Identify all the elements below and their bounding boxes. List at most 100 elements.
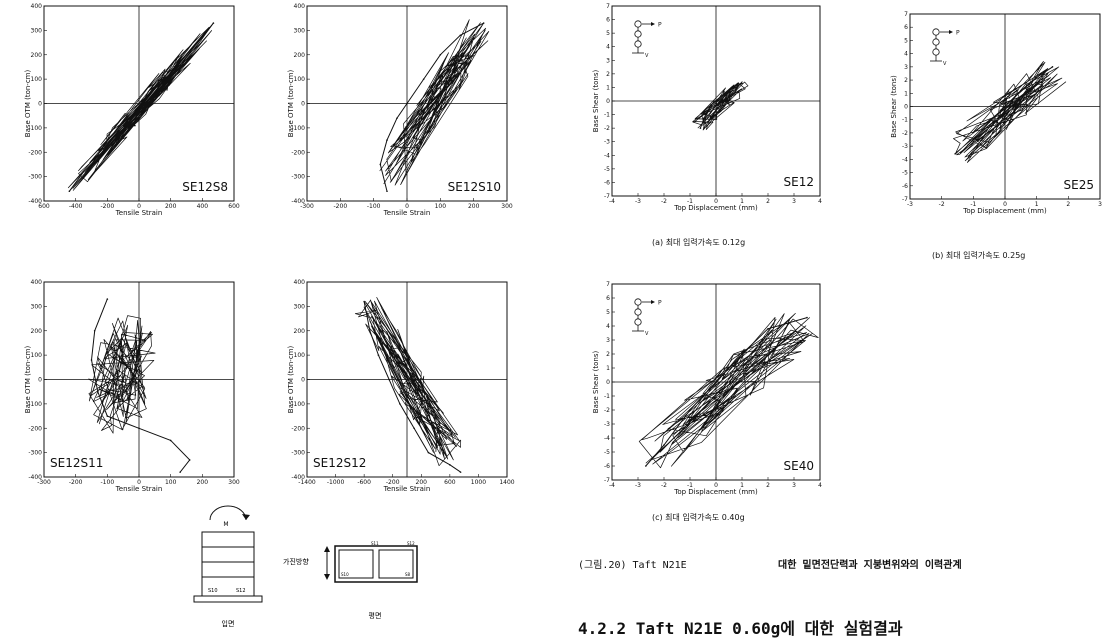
svg-text:S12: S12 [236, 588, 246, 594]
y-tick-label: 5 [904, 37, 908, 44]
x-tick-label: 300 [501, 203, 513, 210]
data-point [1020, 89, 1022, 92]
x-tick-label: -600 [357, 479, 371, 486]
y-tick-label: 6 [606, 17, 610, 24]
chart-se12s8: 600 -400 -200 0 200 400 6004003002001000-100-2… [24, 3, 240, 217]
y-tick-label: -200 [28, 149, 42, 156]
data-point [90, 163, 93, 166]
y-tick-label: -6 [604, 179, 610, 186]
direction-label: 가진방향 [283, 557, 309, 566]
y-tick-label: 1 [904, 90, 908, 97]
data-point [154, 88, 156, 90]
x-tick-label: -3 [635, 198, 641, 205]
x-tick-label: -2 [939, 201, 945, 208]
y-tick-label: 300 [294, 27, 306, 34]
x-tick-label: -300 [37, 479, 51, 486]
x-tick-label: 1 [740, 198, 744, 205]
data-point [715, 381, 717, 383]
x-axis-label: Tensile Strain [115, 209, 163, 217]
svg-text:S11: S11 [371, 541, 379, 546]
chart-se12: -4 -3 -2 -1 0 1 2 3 4 7 6 5 4 3 2 1 0 -1 -2 -3 -4 -5 -6 -7 Top D… [592, 3, 822, 212]
x-tick-label: 1000 [471, 479, 486, 486]
x-tick-label: 200 [197, 479, 209, 486]
x-tick-label: 600 [444, 479, 456, 486]
x-tick-label: -200 [101, 203, 115, 210]
y-tick-label: -300 [28, 174, 42, 181]
data-point [1051, 66, 1054, 68]
data-point [1004, 105, 1006, 108]
hysteresis-loops [638, 313, 819, 469]
y-axis-label: Base Shear (tons) [592, 70, 600, 133]
y-tick-label: 300 [294, 303, 306, 310]
x-tick-label: -1 [970, 201, 976, 208]
data-point [386, 139, 388, 141]
plan-drawing: 가진방향 S11 S12 S10 S8 평면 [283, 541, 418, 620]
y-tick-label: -300 [291, 174, 305, 181]
y-tick-label: 2 [606, 351, 610, 358]
x-tick-label: 0 [714, 482, 718, 489]
data-point [386, 190, 388, 193]
plan-label: 평면 [369, 611, 382, 620]
data-point [806, 316, 808, 319]
y-tick-label: -3 [604, 421, 610, 428]
chart-se25: -3 -2 -1 0 1 2 3 7 6 5 4 3 2 1 0 -1 -2 -3 -4 -5 -6 -7 Top Disp… [890, 11, 1102, 215]
y-tick-label: 2 [606, 71, 610, 78]
chart-se12s10: -300 -200 -100 0 100 200 300 400 300 200 100 0 -100 -… [287, 3, 513, 217]
panel-label: SE12S10 [448, 180, 501, 194]
x-tick-label: -1 [687, 482, 693, 489]
x-tick-label: -3 [907, 201, 913, 208]
x-tick-label: 2 [1066, 201, 1070, 208]
data-point [68, 190, 71, 193]
panel-label: SE40 [784, 459, 814, 473]
y-tick-label: -5 [902, 170, 908, 177]
section-heading: 4.2.2 Taft N21E 0.60g에 대한 실험결과 [578, 619, 903, 638]
x-tick-label: -4 [609, 198, 615, 205]
y-tick-label: 100 [294, 352, 306, 359]
y-tick-label: -300 [291, 450, 305, 457]
data-point [212, 22, 215, 24]
panel-label: SE12S8 [182, 180, 228, 194]
x-tick-label: -200 [69, 479, 83, 486]
y-tick-label: -6 [604, 463, 610, 470]
chart-se12s12: -1400 -1000 -600 -200 200 600 1000 140040030020… [287, 279, 515, 493]
y-tick-label: -200 [291, 149, 305, 156]
svg-text:S8: S8 [405, 572, 411, 577]
x-tick-label: 600 [228, 203, 240, 210]
data-point [439, 53, 442, 56]
y-axis-label: Base OTM (ton-cm) [24, 346, 32, 414]
x-tick-label: 2 [766, 482, 770, 489]
y-tick-label: -6 [902, 183, 908, 190]
y-tick-label: 6 [904, 24, 908, 31]
data-point [1035, 76, 1038, 79]
y-tick-label: -100 [28, 401, 42, 408]
data-point [715, 100, 717, 102]
y-tick-label: -1 [604, 393, 610, 400]
y-tick-label: -3 [604, 139, 610, 146]
y-tick-label: 4 [606, 323, 610, 330]
hysteresis-loops [692, 81, 749, 131]
y-tick-label: -3 [902, 143, 908, 150]
y-tick-label: 300 [31, 27, 43, 34]
x-tick-label: 1400 [499, 479, 514, 486]
panel-label: SE12 [784, 175, 814, 189]
x-tick-label: 400 [197, 203, 209, 210]
y-axis-label: Base Shear (tons) [890, 75, 898, 138]
data-point [406, 102, 408, 105]
x-tick-label: 100 [165, 479, 177, 486]
data-point [82, 170, 85, 173]
x-tick-label: 0 [137, 479, 141, 486]
svg-text:P: P [658, 300, 662, 307]
y-tick-label: 300 [31, 303, 43, 310]
x-tick-label: -2 [661, 482, 667, 489]
data-point [741, 82, 743, 85]
y-tick-label: -300 [28, 450, 42, 457]
data-point [106, 415, 109, 417]
data-point [959, 151, 962, 154]
x-axis-label: Tensile Strain [115, 485, 163, 493]
y-tick-label: 5 [606, 30, 610, 37]
x-tick-label: 4 [818, 198, 822, 205]
x-tick-label: 200 [165, 203, 177, 210]
data-point [723, 93, 725, 96]
data-point [399, 403, 401, 405]
x-tick-label: -4 [609, 482, 615, 489]
